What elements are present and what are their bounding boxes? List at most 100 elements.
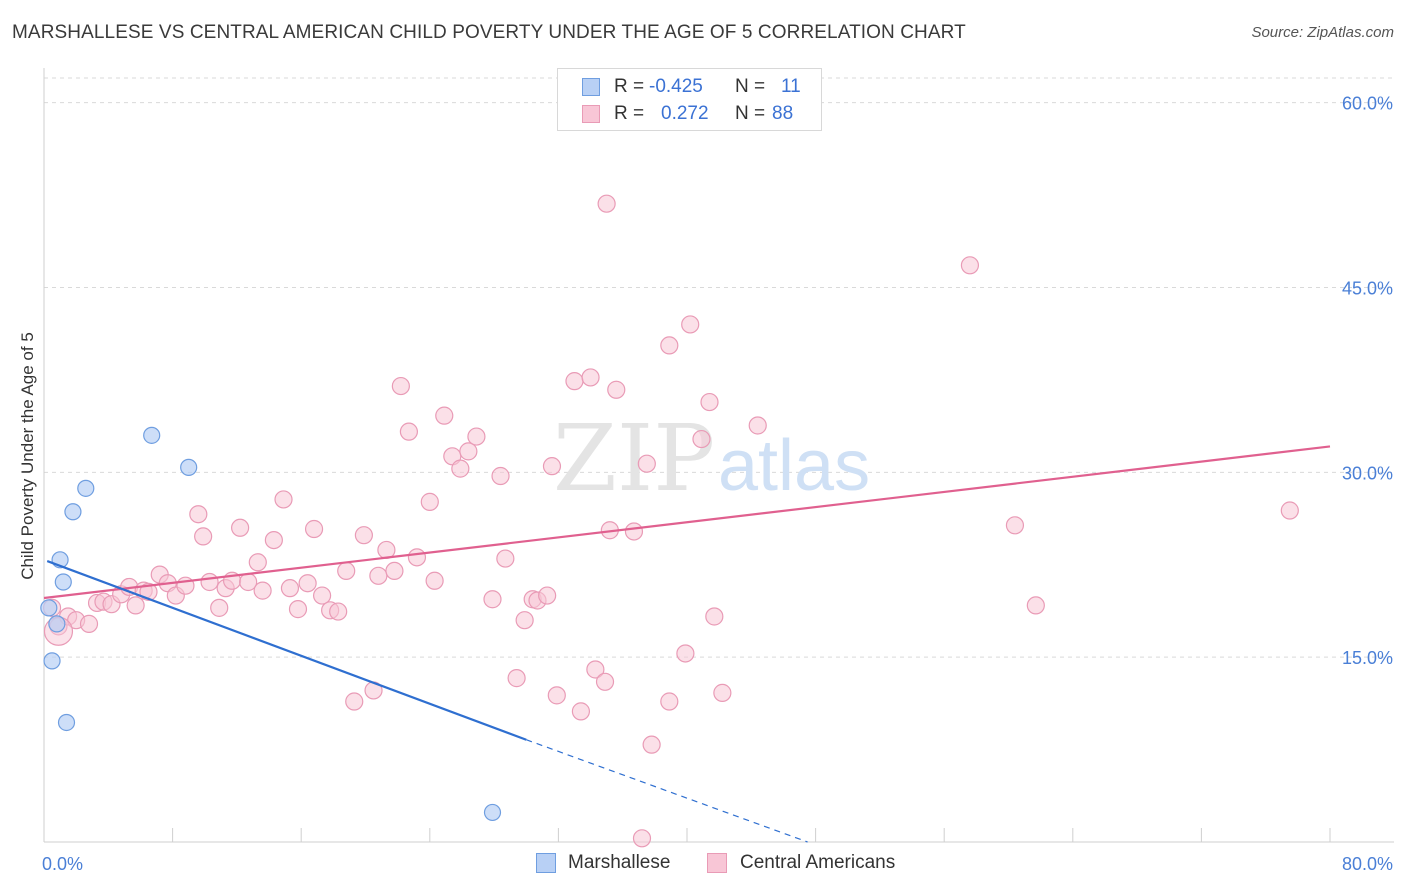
central-americans-point <box>345 692 364 711</box>
central-americans-point <box>700 392 719 412</box>
marshallese-point <box>180 458 198 476</box>
central-americans-point <box>298 574 317 593</box>
central-americans-trendline <box>43 445 1331 600</box>
central-americans-point <box>369 566 388 585</box>
central-americans-point <box>660 692 679 711</box>
central-americans-point <box>692 429 711 449</box>
central-americans-point <box>459 442 478 461</box>
central-americans-point <box>586 660 605 679</box>
central-americans-point <box>547 686 566 705</box>
central-americans-point <box>960 256 980 275</box>
marshallese-legend-swatch <box>536 853 556 873</box>
central-americans-point <box>451 459 470 478</box>
central-americans-point <box>571 702 591 721</box>
central-americans-point <box>496 549 515 568</box>
central-americans-point <box>280 579 300 598</box>
central-americans-point <box>705 607 724 626</box>
y-tick-label: 15.0% <box>1342 648 1393 668</box>
y-tick-label: 30.0% <box>1342 463 1393 483</box>
legend-label-central-americans: Central Americans <box>740 852 896 873</box>
y-tick-label: 60.0% <box>1342 94 1393 114</box>
trend-lines <box>43 445 1331 843</box>
central-americans-point <box>1026 596 1045 615</box>
grid-layer <box>44 77 1394 658</box>
central-americans-point <box>1005 516 1025 535</box>
n-value: 88 <box>772 103 794 124</box>
marshallese-point <box>77 479 95 497</box>
central-americans-point <box>407 548 427 567</box>
axis-labels: 15.0% 30.0% 45.0% 60.0% 0.0% 80.0% Child Pover… <box>18 94 1393 874</box>
central-americans-point <box>642 735 661 754</box>
chart-title: MARSHALLESE VS CENTRAL AMERICAN CHILD PO… <box>12 22 966 43</box>
central-americans-point <box>399 422 419 441</box>
central-americans-point <box>483 590 502 609</box>
n-value: 11 <box>781 76 801 97</box>
central-americans-point <box>637 454 656 473</box>
central-americans-point <box>126 596 145 615</box>
central-americans-point <box>748 416 767 435</box>
marshallese-trendline <box>46 560 527 741</box>
central-americans-point <box>200 572 219 592</box>
central-americans-point <box>194 527 213 546</box>
central-americans-point <box>507 669 526 688</box>
watermark: ZIP atlas <box>553 405 870 512</box>
central-americans-point <box>253 581 272 600</box>
marshallese-point <box>57 713 76 732</box>
central-americans-swatch <box>582 105 600 123</box>
marshallese-trendline-extension <box>526 739 808 843</box>
central-americans-point <box>607 380 626 399</box>
x-tick-label: 80.0% <box>1342 854 1393 874</box>
central-americans-point <box>210 598 229 617</box>
n-label: N = <box>735 103 766 124</box>
watermark-atlas: atlas <box>718 426 870 506</box>
central-americans-point <box>515 611 534 630</box>
marshallese-point <box>43 652 61 670</box>
central-americans-point <box>467 427 486 446</box>
central-americans-point <box>337 561 356 581</box>
central-americans-point <box>565 372 584 391</box>
central-americans-point <box>542 457 562 476</box>
marshallese-point <box>40 599 58 617</box>
central-americans-point <box>231 518 250 537</box>
n-label: N = <box>735 76 766 97</box>
central-americans-points <box>42 194 1299 848</box>
central-americans-point <box>681 315 700 334</box>
marshallese-points <box>40 426 502 822</box>
central-americans-point <box>248 553 267 572</box>
central-americans-point <box>581 368 600 387</box>
central-americans-point <box>538 586 557 605</box>
central-americans-point <box>491 466 510 486</box>
marshallese-point <box>143 426 161 444</box>
watermark-zip: ZIP <box>553 405 715 512</box>
y-axis-title: Child Poverty Under the Age of 5 <box>18 332 37 580</box>
marshallese-point <box>483 803 502 822</box>
central-americans-point <box>435 406 454 425</box>
r-label: R = <box>614 76 645 97</box>
central-americans-point <box>264 530 283 550</box>
central-americans-point <box>189 505 208 524</box>
central-americans-point <box>660 336 679 355</box>
central-americans-point <box>425 571 444 590</box>
central-americans-point <box>354 526 373 545</box>
x-tick-label: 0.0% <box>42 854 83 874</box>
central-americans-point <box>1280 501 1299 520</box>
central-americans-point <box>624 522 644 541</box>
stats-legend: R = -0.425 N = 11 R = 0.272 N = 88 <box>557 68 822 131</box>
marshallese-point <box>64 503 82 521</box>
central-americans-point <box>597 194 616 213</box>
central-americans-point <box>288 600 308 619</box>
marshallese-point <box>48 615 66 633</box>
central-americans-point <box>329 602 348 621</box>
central-americans-legend-swatch <box>707 853 727 873</box>
central-americans-point <box>632 829 652 848</box>
central-americans-point <box>274 490 293 509</box>
central-americans-point <box>713 683 732 702</box>
source-label: Source: ZipAtlas.com <box>1251 24 1394 41</box>
axes-layer <box>43 68 1394 843</box>
central-americans-point <box>391 376 410 396</box>
y-tick-label: 45.0% <box>1342 278 1393 298</box>
central-americans-point <box>79 614 99 633</box>
legend-label-marshallese: Marshallese <box>568 852 671 873</box>
central-americans-point <box>595 672 615 691</box>
